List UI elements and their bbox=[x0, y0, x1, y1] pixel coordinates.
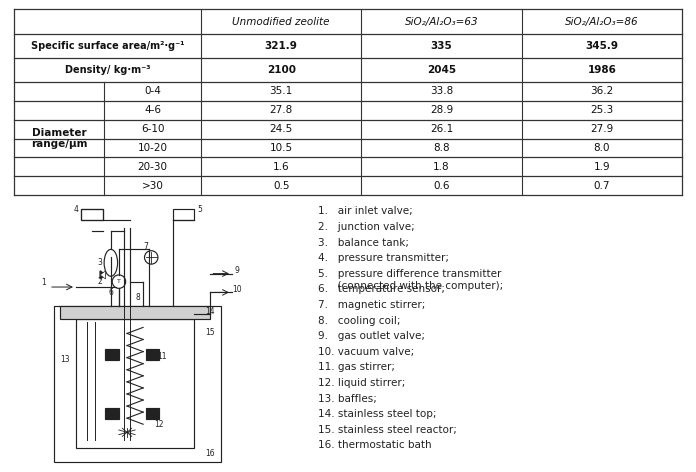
Text: 8.8: 8.8 bbox=[433, 143, 450, 153]
Bar bbox=[106, 349, 119, 360]
Text: 27.9: 27.9 bbox=[590, 124, 614, 134]
Text: 27.8: 27.8 bbox=[269, 105, 293, 115]
Text: Density/ kg·m⁻³: Density/ kg·m⁻³ bbox=[65, 65, 150, 75]
Text: 7: 7 bbox=[143, 242, 148, 251]
Text: 20-30: 20-30 bbox=[138, 162, 168, 172]
Polygon shape bbox=[100, 271, 106, 279]
Text: 10.5: 10.5 bbox=[269, 143, 293, 153]
Text: 13. baffles;: 13. baffles; bbox=[317, 394, 377, 404]
Text: 12. liquid stirrer;: 12. liquid stirrer; bbox=[317, 378, 405, 388]
Text: SiO₂/Al₂O₃=63: SiO₂/Al₂O₃=63 bbox=[405, 17, 478, 26]
Bar bbox=[54, 306, 221, 462]
Text: T: T bbox=[117, 279, 121, 284]
Text: 15: 15 bbox=[205, 328, 215, 337]
Text: 15. stainless steel reactor;: 15. stainless steel reactor; bbox=[317, 425, 457, 435]
Text: 345.9: 345.9 bbox=[585, 41, 619, 51]
Text: 28.9: 28.9 bbox=[430, 105, 453, 115]
Text: Diameter
range/μm: Diameter range/μm bbox=[31, 128, 87, 149]
Text: SiO₂/Al₂O₃=86: SiO₂/Al₂O₃=86 bbox=[565, 17, 639, 26]
Text: Specific surface area/m²·g⁻¹: Specific surface area/m²·g⁻¹ bbox=[31, 41, 184, 51]
Text: >30: >30 bbox=[141, 181, 164, 191]
Text: 8.   cooling coil;: 8. cooling coil; bbox=[317, 316, 400, 326]
Text: 8.0: 8.0 bbox=[594, 143, 610, 153]
Text: 2100: 2100 bbox=[267, 65, 296, 75]
Bar bbox=[146, 349, 159, 360]
Text: 4.   pressure transmitter;: 4. pressure transmitter; bbox=[317, 253, 449, 263]
Text: 10: 10 bbox=[232, 285, 242, 294]
Text: 1986: 1986 bbox=[587, 65, 617, 75]
Text: 36.2: 36.2 bbox=[590, 86, 614, 96]
Bar bbox=[106, 408, 119, 419]
Text: 1.   air inlet valve;: 1. air inlet valve; bbox=[317, 206, 413, 216]
Text: 6: 6 bbox=[109, 288, 113, 297]
Text: 10. vacuum valve;: 10. vacuum valve; bbox=[317, 347, 414, 357]
Text: 16: 16 bbox=[205, 449, 215, 458]
Bar bbox=[173, 209, 194, 220]
Text: 1.9: 1.9 bbox=[594, 162, 610, 172]
Text: 16. thermostatic bath: 16. thermostatic bath bbox=[317, 440, 432, 450]
Text: 25.3: 25.3 bbox=[590, 105, 614, 115]
Bar bbox=[81, 209, 103, 220]
Text: 7.   magnetic stirrer;: 7. magnetic stirrer; bbox=[317, 300, 425, 310]
Text: Unmodified zeolite: Unmodified zeolite bbox=[232, 17, 330, 26]
Text: 8: 8 bbox=[136, 293, 140, 302]
Text: 13: 13 bbox=[61, 355, 70, 364]
Text: 12: 12 bbox=[155, 420, 164, 429]
Text: 0.6: 0.6 bbox=[434, 181, 450, 191]
Bar bbox=[60, 306, 210, 319]
Text: 321.9: 321.9 bbox=[264, 41, 298, 51]
Text: 335: 335 bbox=[431, 41, 452, 51]
Text: 2: 2 bbox=[97, 277, 102, 286]
Text: 2045: 2045 bbox=[427, 65, 456, 75]
Text: 11. gas stirrer;: 11. gas stirrer; bbox=[317, 362, 395, 372]
Bar bbox=[81, 209, 103, 220]
Text: 1: 1 bbox=[41, 278, 46, 287]
Text: 0-4: 0-4 bbox=[144, 86, 161, 96]
Text: 11: 11 bbox=[157, 353, 167, 362]
Text: 0.7: 0.7 bbox=[594, 181, 610, 191]
Text: 9: 9 bbox=[235, 266, 239, 275]
Text: 3.   balance tank;: 3. balance tank; bbox=[317, 237, 409, 247]
Text: 3: 3 bbox=[97, 258, 102, 267]
Text: 6.   temperature sensor;: 6. temperature sensor; bbox=[317, 284, 445, 295]
Text: 4-6: 4-6 bbox=[144, 105, 161, 115]
Text: 1.8: 1.8 bbox=[433, 162, 450, 172]
Text: 0.5: 0.5 bbox=[273, 181, 290, 191]
Text: 6-10: 6-10 bbox=[141, 124, 164, 134]
Text: 4: 4 bbox=[74, 204, 79, 213]
Bar bbox=[146, 408, 159, 419]
Text: 26.1: 26.1 bbox=[430, 124, 453, 134]
Polygon shape bbox=[100, 271, 106, 279]
Text: 14: 14 bbox=[205, 307, 215, 316]
Text: 35.1: 35.1 bbox=[269, 86, 293, 96]
Text: 2.   junction valve;: 2. junction valve; bbox=[317, 222, 415, 232]
Text: 14. stainless steel top;: 14. stainless steel top; bbox=[317, 409, 436, 419]
Text: 10-20: 10-20 bbox=[138, 143, 168, 153]
Text: 5.   pressure difference transmitter
      (connected with the computer);: 5. pressure difference transmitter (conn… bbox=[317, 269, 503, 291]
Text: 9.   gas outlet valve;: 9. gas outlet valve; bbox=[317, 331, 425, 341]
Text: 5: 5 bbox=[197, 204, 202, 213]
Text: 24.5: 24.5 bbox=[269, 124, 293, 134]
Text: 1.6: 1.6 bbox=[273, 162, 290, 172]
Text: 33.8: 33.8 bbox=[430, 86, 453, 96]
Bar bbox=[76, 320, 194, 448]
